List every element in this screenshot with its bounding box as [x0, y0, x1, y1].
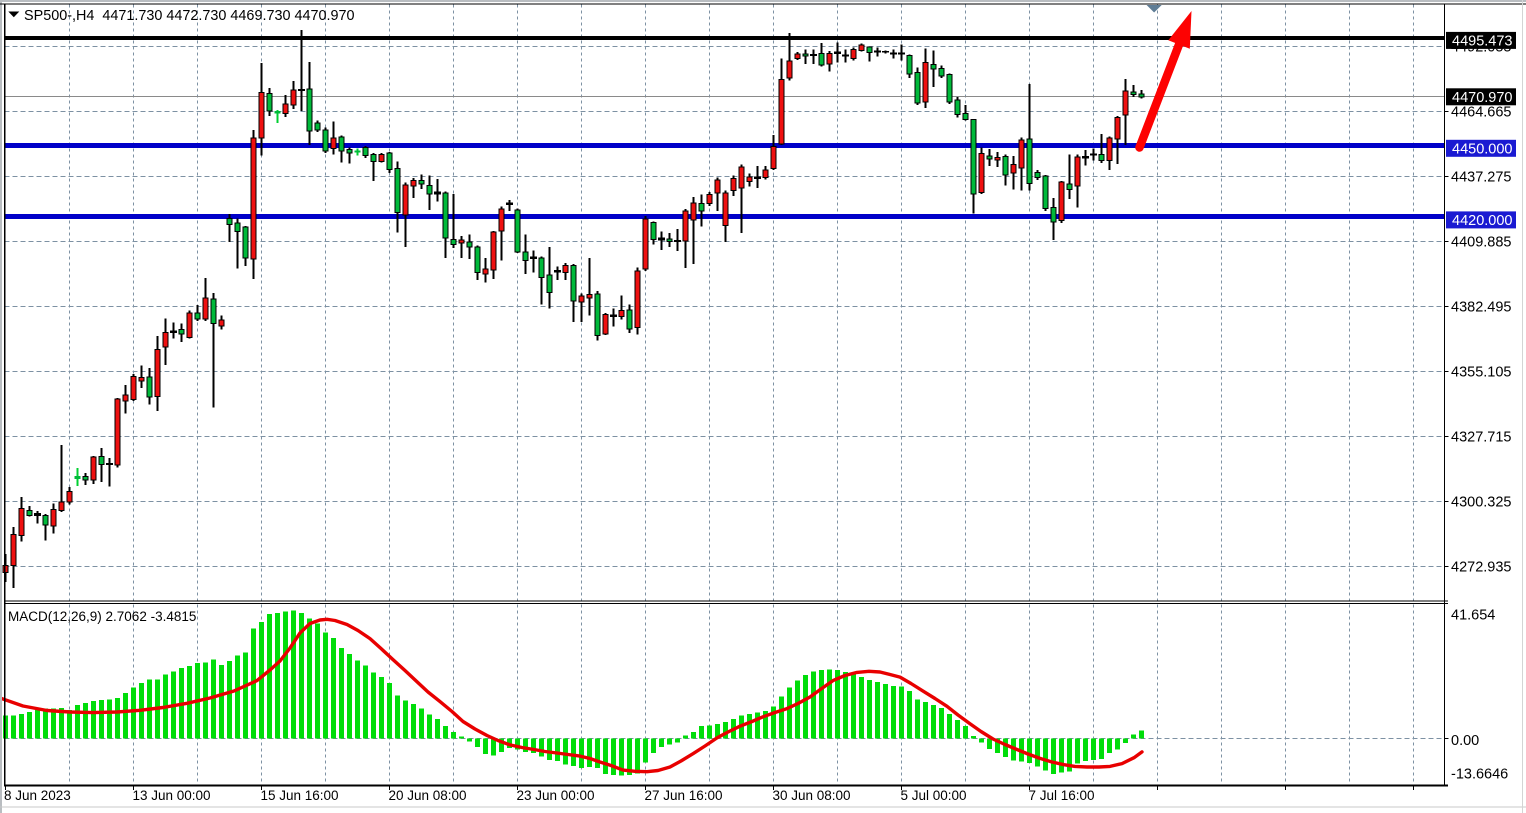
svg-text:4450.000: 4450.000 — [1452, 141, 1512, 157]
svg-text:15 Jun 16:00: 15 Jun 16:00 — [261, 788, 339, 803]
svg-text:4470.970: 4470.970 — [1452, 90, 1512, 106]
svg-text:4327.715: 4327.715 — [1451, 429, 1511, 445]
svg-text:7 Jul 16:00: 7 Jul 16:00 — [1029, 788, 1095, 803]
svg-text:20 Jun 08:00: 20 Jun 08:00 — [389, 788, 467, 803]
svg-text:5 Jul 00:00: 5 Jul 00:00 — [901, 788, 967, 803]
svg-text:-13.6646: -13.6646 — [1451, 767, 1508, 783]
svg-text:8 Jun 2023: 8 Jun 2023 — [4, 788, 71, 803]
svg-text:4409.885: 4409.885 — [1451, 234, 1511, 250]
svg-text:4437.275: 4437.275 — [1451, 169, 1511, 185]
svg-text:SP500-,H4 4471.730 4472.730 4: SP500-,H4 4471.730 4472.730 4469.730 447… — [24, 8, 354, 24]
svg-text:30 Jun 08:00: 30 Jun 08:00 — [773, 788, 851, 803]
svg-text:4464.665: 4464.665 — [1451, 104, 1511, 120]
svg-text:4300.325: 4300.325 — [1451, 494, 1511, 510]
svg-text:MACD(12,26,9) 2.7062 -3.4815: MACD(12,26,9) 2.7062 -3.4815 — [8, 609, 196, 624]
svg-text:0.00: 0.00 — [1451, 733, 1479, 749]
svg-text:41.654: 41.654 — [1451, 608, 1495, 624]
svg-text:4495.473: 4495.473 — [1452, 33, 1512, 49]
svg-text:4272.935: 4272.935 — [1451, 559, 1511, 575]
svg-text:4355.105: 4355.105 — [1451, 364, 1511, 380]
svg-text:4420.000: 4420.000 — [1452, 213, 1512, 229]
svg-text:13 Jun 00:00: 13 Jun 00:00 — [133, 788, 211, 803]
svg-text:4382.495: 4382.495 — [1451, 299, 1511, 315]
svg-text:27 Jun 16:00: 27 Jun 16:00 — [645, 788, 723, 803]
svg-text:23 Jun 00:00: 23 Jun 00:00 — [517, 788, 595, 803]
